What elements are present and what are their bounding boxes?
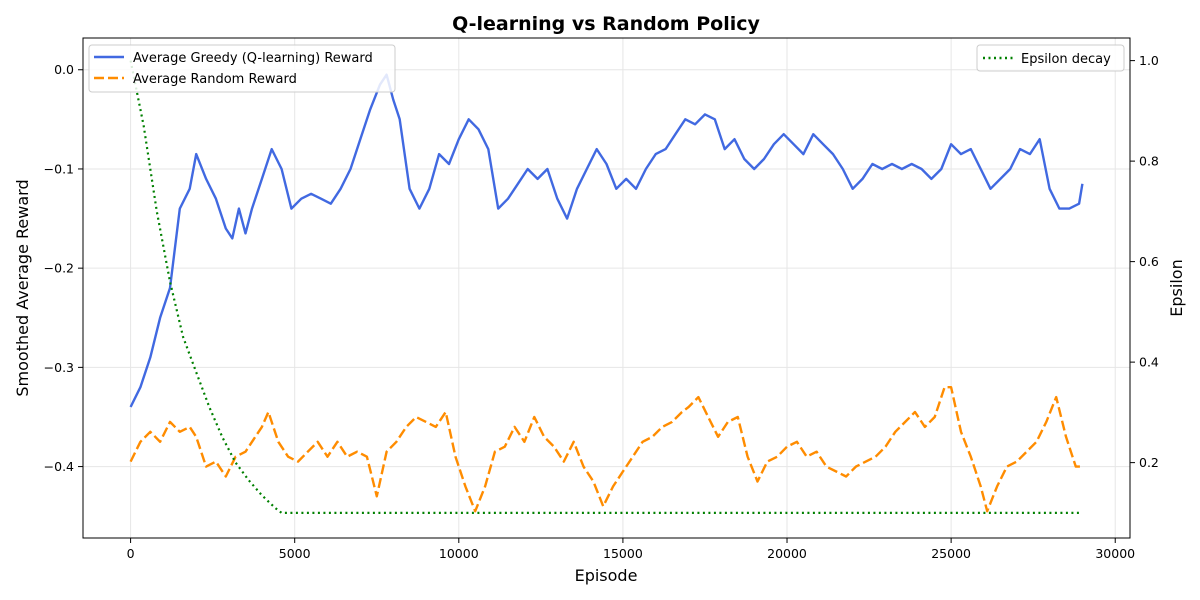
plot-frame	[82, 37, 1131, 539]
legend-left-box	[88, 44, 396, 93]
y2-tick-label: 0.8	[1139, 154, 1159, 169]
y-axis-title: Smoothed Average Reward	[13, 179, 32, 396]
y-axis-left: 0.0 −0.1 −0.2 −0.3 −0.4	[44, 62, 83, 474]
y2-tick-label: 0.6	[1139, 254, 1159, 269]
plot-area	[129, 60, 1084, 515]
x-tick-label: 15000	[603, 546, 643, 561]
legend-left: Average Greedy (Q-learning) Reward Avera…	[88, 44, 396, 93]
legend-right-box	[976, 44, 1125, 72]
x-tick-label: 30000	[1095, 546, 1135, 561]
x-axis: 0 5000 10000 15000 20000 25000 30000	[127, 538, 1135, 561]
chart-title: Q-learning vs Random Policy	[452, 13, 760, 35]
y-axis-right: 0.2 0.4 0.6 0.8 1.0	[1130, 53, 1159, 470]
y2-tick-label: 0.4	[1139, 355, 1159, 370]
y2-axis-title: Epsilon	[1167, 259, 1186, 316]
x-tick-label: 5000	[279, 546, 311, 561]
y-tick-label: −0.4	[44, 459, 74, 474]
x-axis-title: Episode	[575, 566, 638, 585]
x-tick-label: 0	[127, 546, 135, 561]
y-tick-label: −0.2	[44, 261, 74, 276]
series-line-random	[129, 386, 1083, 513]
x-tick-label: 25000	[931, 546, 971, 561]
series-line-greedy	[129, 73, 1084, 408]
x-tick-label: 20000	[767, 546, 807, 561]
legend-random-label: Average Random Reward	[133, 72, 297, 87]
legend-right: Epsilon decay	[976, 44, 1125, 72]
legend-greedy-label: Average Greedy (Q-learning) Reward	[133, 51, 373, 66]
y2-tick-label: 1.0	[1139, 53, 1159, 68]
x-tick-label: 10000	[439, 546, 479, 561]
y-tick-label: 0.0	[54, 62, 74, 77]
y-tick-label: −0.1	[44, 161, 74, 176]
y2-tick-label: 0.2	[1139, 455, 1159, 470]
y-tick-label: −0.3	[44, 360, 74, 375]
legend-epsilon-label: Epsilon decay	[1021, 52, 1111, 67]
